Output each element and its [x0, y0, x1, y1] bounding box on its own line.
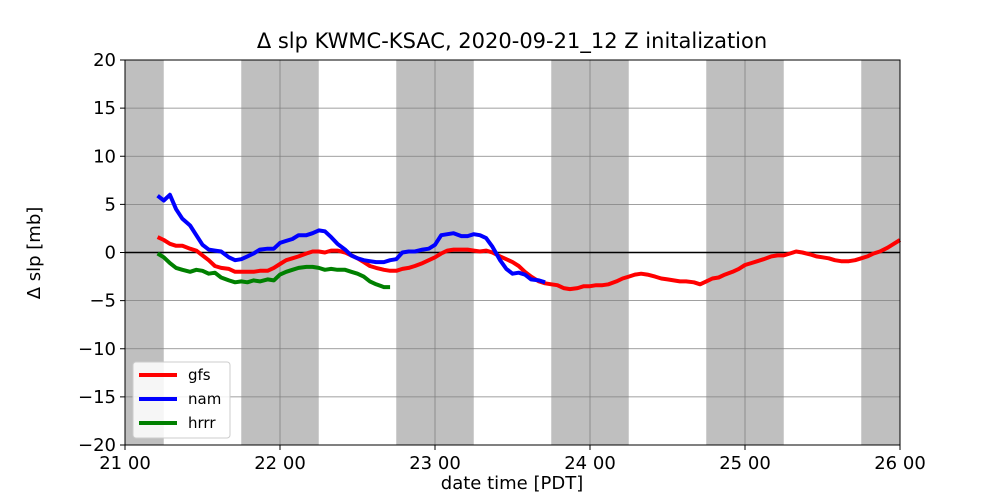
legend: gfs nam hrrr: [132, 361, 231, 439]
legend-label-hrrr: hrrr: [188, 414, 216, 432]
series-line-hrrr: [156, 251, 391, 290]
y-axis-ticks: −20 −15 −10 −5 0 5 10 15 20: [78, 50, 125, 456]
x-tick-label-3: 24 00: [564, 453, 616, 474]
y-tick-label-7: 15: [93, 98, 116, 119]
x-axis-label: date time [PDT]: [441, 473, 583, 494]
y-tick-label-6: 10: [93, 146, 116, 167]
x-tick-label-2: 23 00: [409, 453, 461, 474]
y-tick-label-4: 0: [105, 243, 116, 264]
legend-label-gfs: gfs: [188, 366, 211, 384]
series-layer: [156, 192, 902, 292]
x-tick-label-0: 21 00: [99, 453, 151, 474]
y-axis-label: Δ slp [mb]: [24, 207, 45, 300]
chart-title: Δ slp KWMC-KSAC, 2020-09-21_12 Z initali…: [257, 29, 767, 54]
legend-box: [132, 361, 231, 439]
series-line-nam: [156, 192, 546, 285]
y-tick-label-5: 5: [105, 194, 116, 215]
series-line-gfs: [156, 235, 902, 292]
x-tick-label-1: 22 00: [254, 453, 306, 474]
y-tick-label-3: −5: [89, 291, 116, 312]
legend-label-nam: nam: [188, 390, 221, 408]
x-tick-label-5: 26 00: [874, 453, 926, 474]
x-tick-label-4: 25 00: [719, 453, 771, 474]
y-tick-label-0: −20: [78, 435, 116, 456]
y-tick-label-8: 20: [93, 50, 116, 71]
x-axis-ticks: 21 00 22 00 23 00 24 00 25 00 26 00: [99, 445, 926, 474]
y-tick-label-1: −15: [78, 387, 116, 408]
y-tick-label-2: −10: [78, 339, 116, 360]
